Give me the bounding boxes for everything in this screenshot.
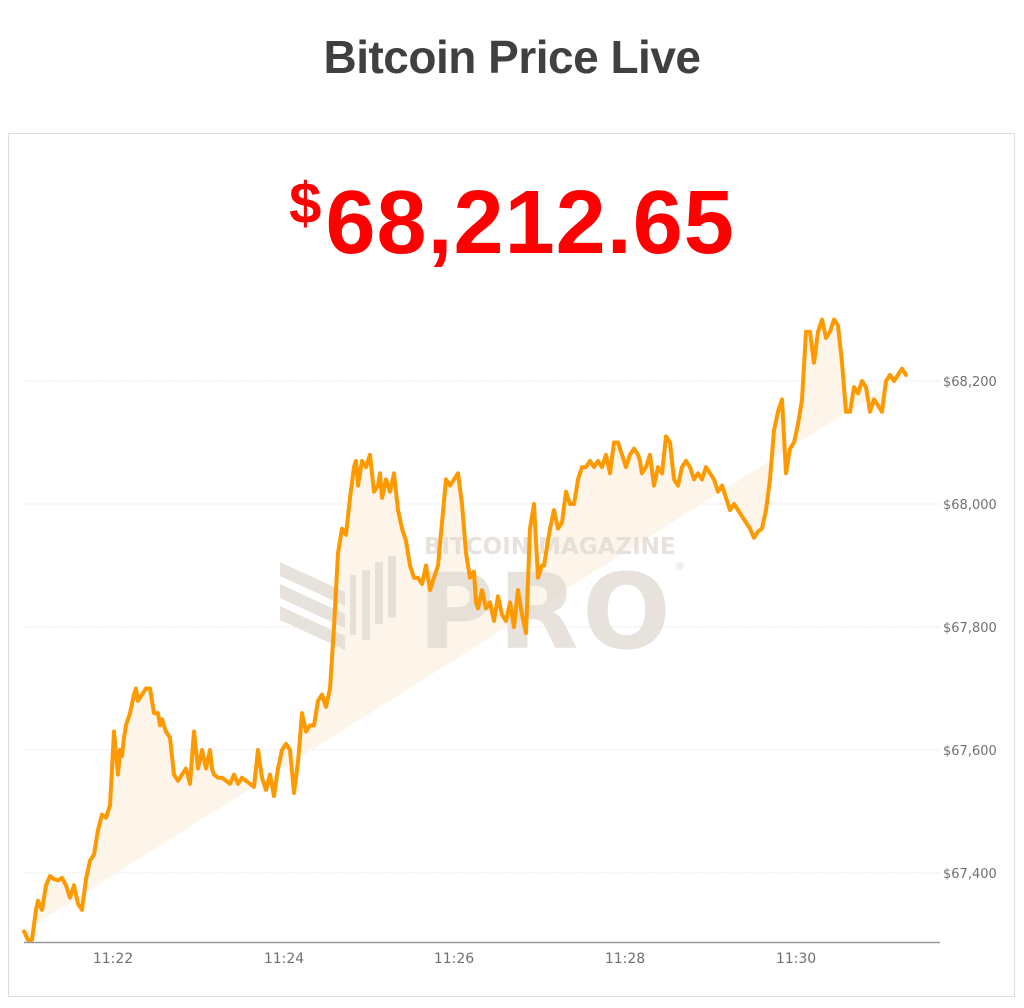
y-tick-label: $67,400 [943,867,997,882]
price-line[interactable] [22,317,908,942]
x-tick-label: 11:30 [776,951,816,967]
watermark-logo-icon [280,556,396,650]
page-title: Bitcoin Price Live [323,31,701,83]
y-tick-label: $68,000 [943,498,997,513]
x-tick-label: 11:22 [93,951,133,967]
y-tick-label: $67,800 [943,621,997,636]
watermark-registered: ® [674,560,685,573]
currency-symbol: $ [289,171,322,236]
current-price: $68,212.65 [0,170,1024,275]
watermark-line2: PRO [418,551,675,673]
x-axis: 11:22 11:24 11:26 11:28 11:30 [93,951,816,967]
y-tick-label: $67,600 [943,744,997,759]
x-tick-label: 11:26 [434,951,474,967]
chart-card [8,133,1015,997]
x-tick-label: 11:28 [605,951,645,967]
y-axis: $67,400 $67,600 $67,800 $68,000 $68,200 [943,375,997,882]
x-tick-label: 11:24 [264,951,304,967]
price-value: 68,212.65 [325,173,735,273]
price-area-fill [24,319,906,940]
y-tick-label: $68,200 [943,375,997,390]
